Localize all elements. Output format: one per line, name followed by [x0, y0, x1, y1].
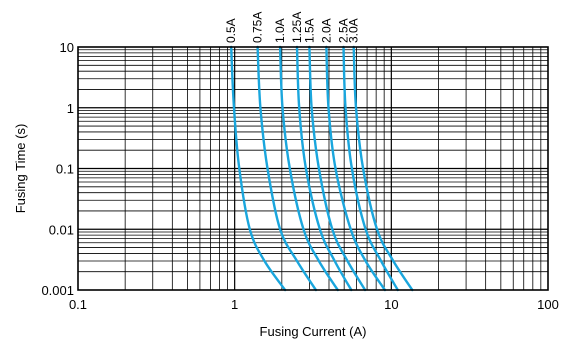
series-label: 1.25A [290, 12, 304, 43]
series-label: 2.5A [337, 18, 351, 43]
series-label: 2.0A [319, 18, 333, 43]
plot-frame [77, 46, 549, 291]
series-curve-1 [256, 45, 318, 292]
series-curve-4 [308, 45, 367, 292]
series-curve-0 [230, 45, 287, 292]
series-curve-5 [325, 45, 387, 292]
series-label: 3.0A [347, 18, 361, 43]
y-axis-ticks: 0.001 0.01 0.1 1 10 [41, 40, 74, 298]
series-curve-3 [295, 45, 353, 292]
series-curve-7 [352, 45, 414, 292]
x-tick-label: 1 [231, 297, 238, 312]
y-tick-label: 0.001 [41, 283, 74, 298]
y-tick-label: 1 [67, 101, 74, 116]
y-tick-label: 0.01 [49, 222, 74, 237]
series-curve-2 [278, 45, 339, 292]
series-curve-6 [342, 45, 399, 292]
x-tick-label: 0.1 [69, 297, 87, 312]
series-label: 0.5A [224, 18, 238, 43]
x-axis-title: Fusing Current (A) [260, 324, 367, 339]
y-tick-label: 0.1 [56, 162, 74, 177]
x-axis-ticks: 0.1 1 10 100 [69, 297, 559, 312]
x-tick-label: 100 [537, 297, 559, 312]
series-label: 1.0A [273, 18, 287, 43]
grid-lines [78, 47, 548, 290]
y-axis-title: Fusing Time (s) [13, 124, 28, 214]
series-label: 1.5A [302, 18, 316, 43]
series-label: 0.75A [251, 12, 265, 43]
x-tick-label: 10 [384, 297, 398, 312]
y-tick-label: 10 [60, 40, 74, 55]
series-curves [230, 45, 414, 292]
